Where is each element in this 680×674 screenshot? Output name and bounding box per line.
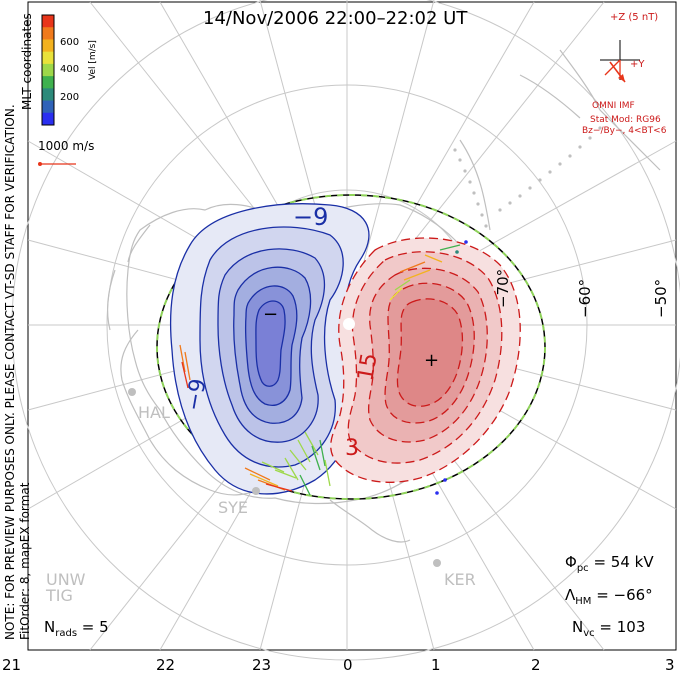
imf-z-label: +Z (5 nT) xyxy=(610,12,659,23)
neg-min-marker: − xyxy=(263,304,278,325)
vector-scale-label: 1000 m/s xyxy=(38,139,95,153)
imf-y-label: +Y xyxy=(630,59,645,70)
velocity-vectors xyxy=(179,244,461,496)
fit-order-note: FitOrder: 8, mapEX format xyxy=(18,482,32,640)
coords-label: MLT coordinates xyxy=(20,13,34,110)
stat-nvc: Nvc = 103 xyxy=(572,618,645,639)
colorbar-swatch xyxy=(42,76,54,89)
pos-max-marker: + xyxy=(424,350,439,371)
nrads-sub: rads xyxy=(55,628,78,639)
nrads-symbol: N xyxy=(44,618,56,636)
nvc-value: = 103 xyxy=(594,618,646,636)
mlt-tick-2: 2 xyxy=(531,656,541,674)
colorbar-swatch xyxy=(42,63,54,77)
dotted-track xyxy=(453,126,602,228)
negative-potential-cell xyxy=(169,203,370,495)
mlt-tick-22: 22 xyxy=(156,656,176,674)
imf-title: OMNI IMF xyxy=(592,101,635,111)
positive-potential-cell xyxy=(330,237,521,483)
contour-label-neg9-top: −9 xyxy=(293,203,328,231)
lambda-value: = −66° xyxy=(591,586,653,604)
colorbar-swatch xyxy=(42,15,54,28)
colorbar-swatch xyxy=(42,112,54,126)
imf-model: Stat Mod: RG96 xyxy=(590,115,661,125)
station-tig: TIG xyxy=(46,586,73,605)
imf-vector xyxy=(604,59,621,76)
phi-value: = 54 kV xyxy=(588,553,654,571)
station-hal: HAL xyxy=(138,403,170,422)
colorbar-swatch xyxy=(42,88,54,102)
colorbar-swatch xyxy=(42,27,54,40)
phi-sub: pc xyxy=(576,563,589,574)
phi-symbol: Φ xyxy=(565,553,577,571)
stat-lambda-hm: ΛHM = −66° xyxy=(565,586,653,607)
mlt-tick-1: 1 xyxy=(431,656,441,674)
colorbar-swatch xyxy=(42,39,54,53)
colorbar-swatch xyxy=(42,51,54,65)
contour-label-15: 15 xyxy=(353,351,382,383)
station-markers xyxy=(128,388,441,567)
neg-contour-6 xyxy=(255,300,286,387)
station-ker: KER xyxy=(444,570,476,589)
colorbar-tick-600: 600 xyxy=(60,37,80,48)
nvc-sub: vc xyxy=(583,628,595,639)
lambda-symbol: Λ xyxy=(565,586,576,604)
mlt-tick-3: 3 xyxy=(665,656,675,674)
lat-label-70: −70° xyxy=(494,268,512,308)
pos-contour-5 xyxy=(396,298,464,407)
mlt-tick-0: 0 xyxy=(343,656,353,674)
mlt-tick-21: 21 xyxy=(2,656,22,674)
colorbar-outline xyxy=(41,14,55,126)
lat-label-60: −60° xyxy=(576,278,594,318)
station-sye: SYE xyxy=(218,498,249,517)
pole-marker xyxy=(343,318,355,330)
mlt-tick-23: 23 xyxy=(252,656,272,674)
contour-label-3: 3 xyxy=(345,436,359,461)
side-note: NOTE: FOR PREVIEW PURPOSES ONLY. PLEASE … xyxy=(3,104,17,640)
stat-nrads: Nrads = 5 xyxy=(44,618,109,639)
colorbar-label: Vel [m/s] xyxy=(88,40,98,80)
velocity-dots xyxy=(435,240,468,495)
nvc-symbol: N xyxy=(572,618,584,636)
lambda-sub: HM xyxy=(575,596,592,607)
colorbar-tick-400: 400 xyxy=(60,64,80,75)
nrads-value: = 5 xyxy=(77,618,109,636)
map-title: 14/Nov/2006 22:00–22:02 UT xyxy=(203,8,468,29)
lat-label-50: −50° xyxy=(652,278,670,318)
imf-arrowhead xyxy=(618,74,625,82)
hm-boundary-dash xyxy=(156,194,546,500)
velocity-colorbar xyxy=(42,15,54,126)
station-unw: UNW xyxy=(46,570,86,589)
imf-bin: Bz−/By−, 4<BT<6 xyxy=(582,126,667,136)
stat-phi-pc: Φpc = 54 kV xyxy=(565,553,654,574)
colorbar-tick-200: 200 xyxy=(60,92,80,103)
colorbar-swatch xyxy=(42,100,54,114)
